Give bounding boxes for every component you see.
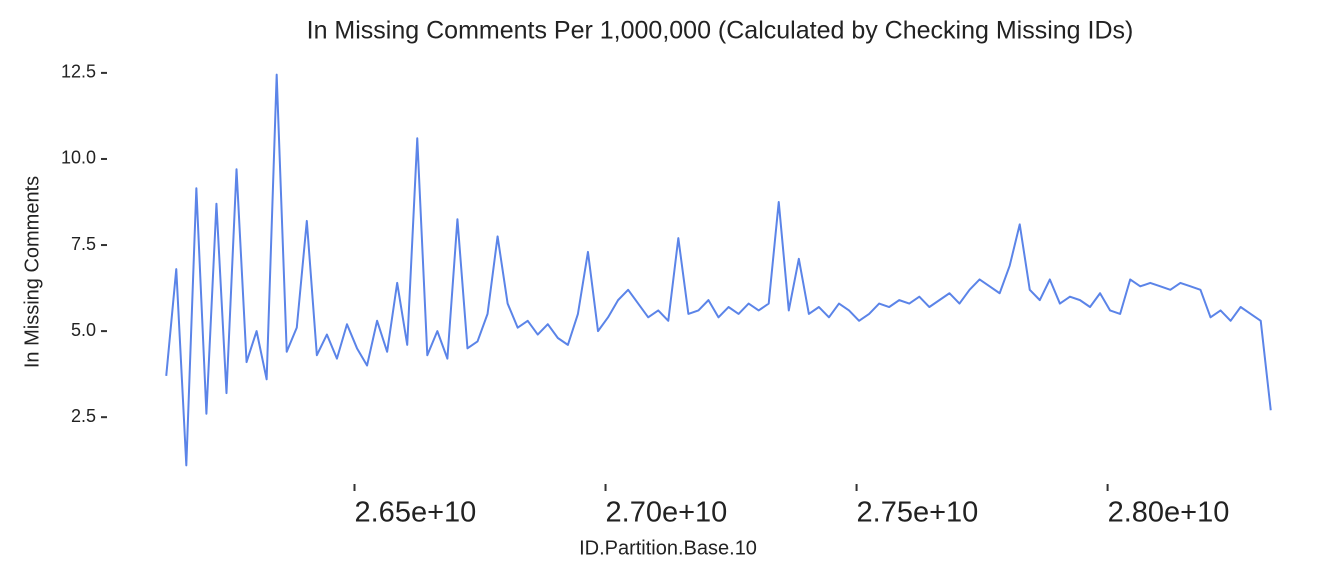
x-tick-label: 2.65e+10: [355, 497, 477, 529]
x-tick-label: 2.80e+10: [1108, 497, 1230, 529]
x-tick-label: 2.75e+10: [857, 497, 979, 529]
y-tick-label: 12.5: [61, 62, 96, 82]
y-tick-label: 5.0: [71, 320, 96, 340]
x-axis-label: ID.Partition.Base.10: [579, 537, 757, 559]
y-tick-label: 10.0: [61, 148, 96, 168]
y-tick-label: 7.5: [71, 234, 96, 254]
y-axis-label: In Missing Comments: [21, 176, 43, 368]
data-line: [165, 73, 1272, 467]
x-tick-label: 2.70e+10: [606, 497, 728, 529]
y-tick-label: 2.5: [71, 406, 96, 426]
chart-title: In Missing Comments Per 1,000,000 (Calcu…: [307, 17, 1134, 45]
